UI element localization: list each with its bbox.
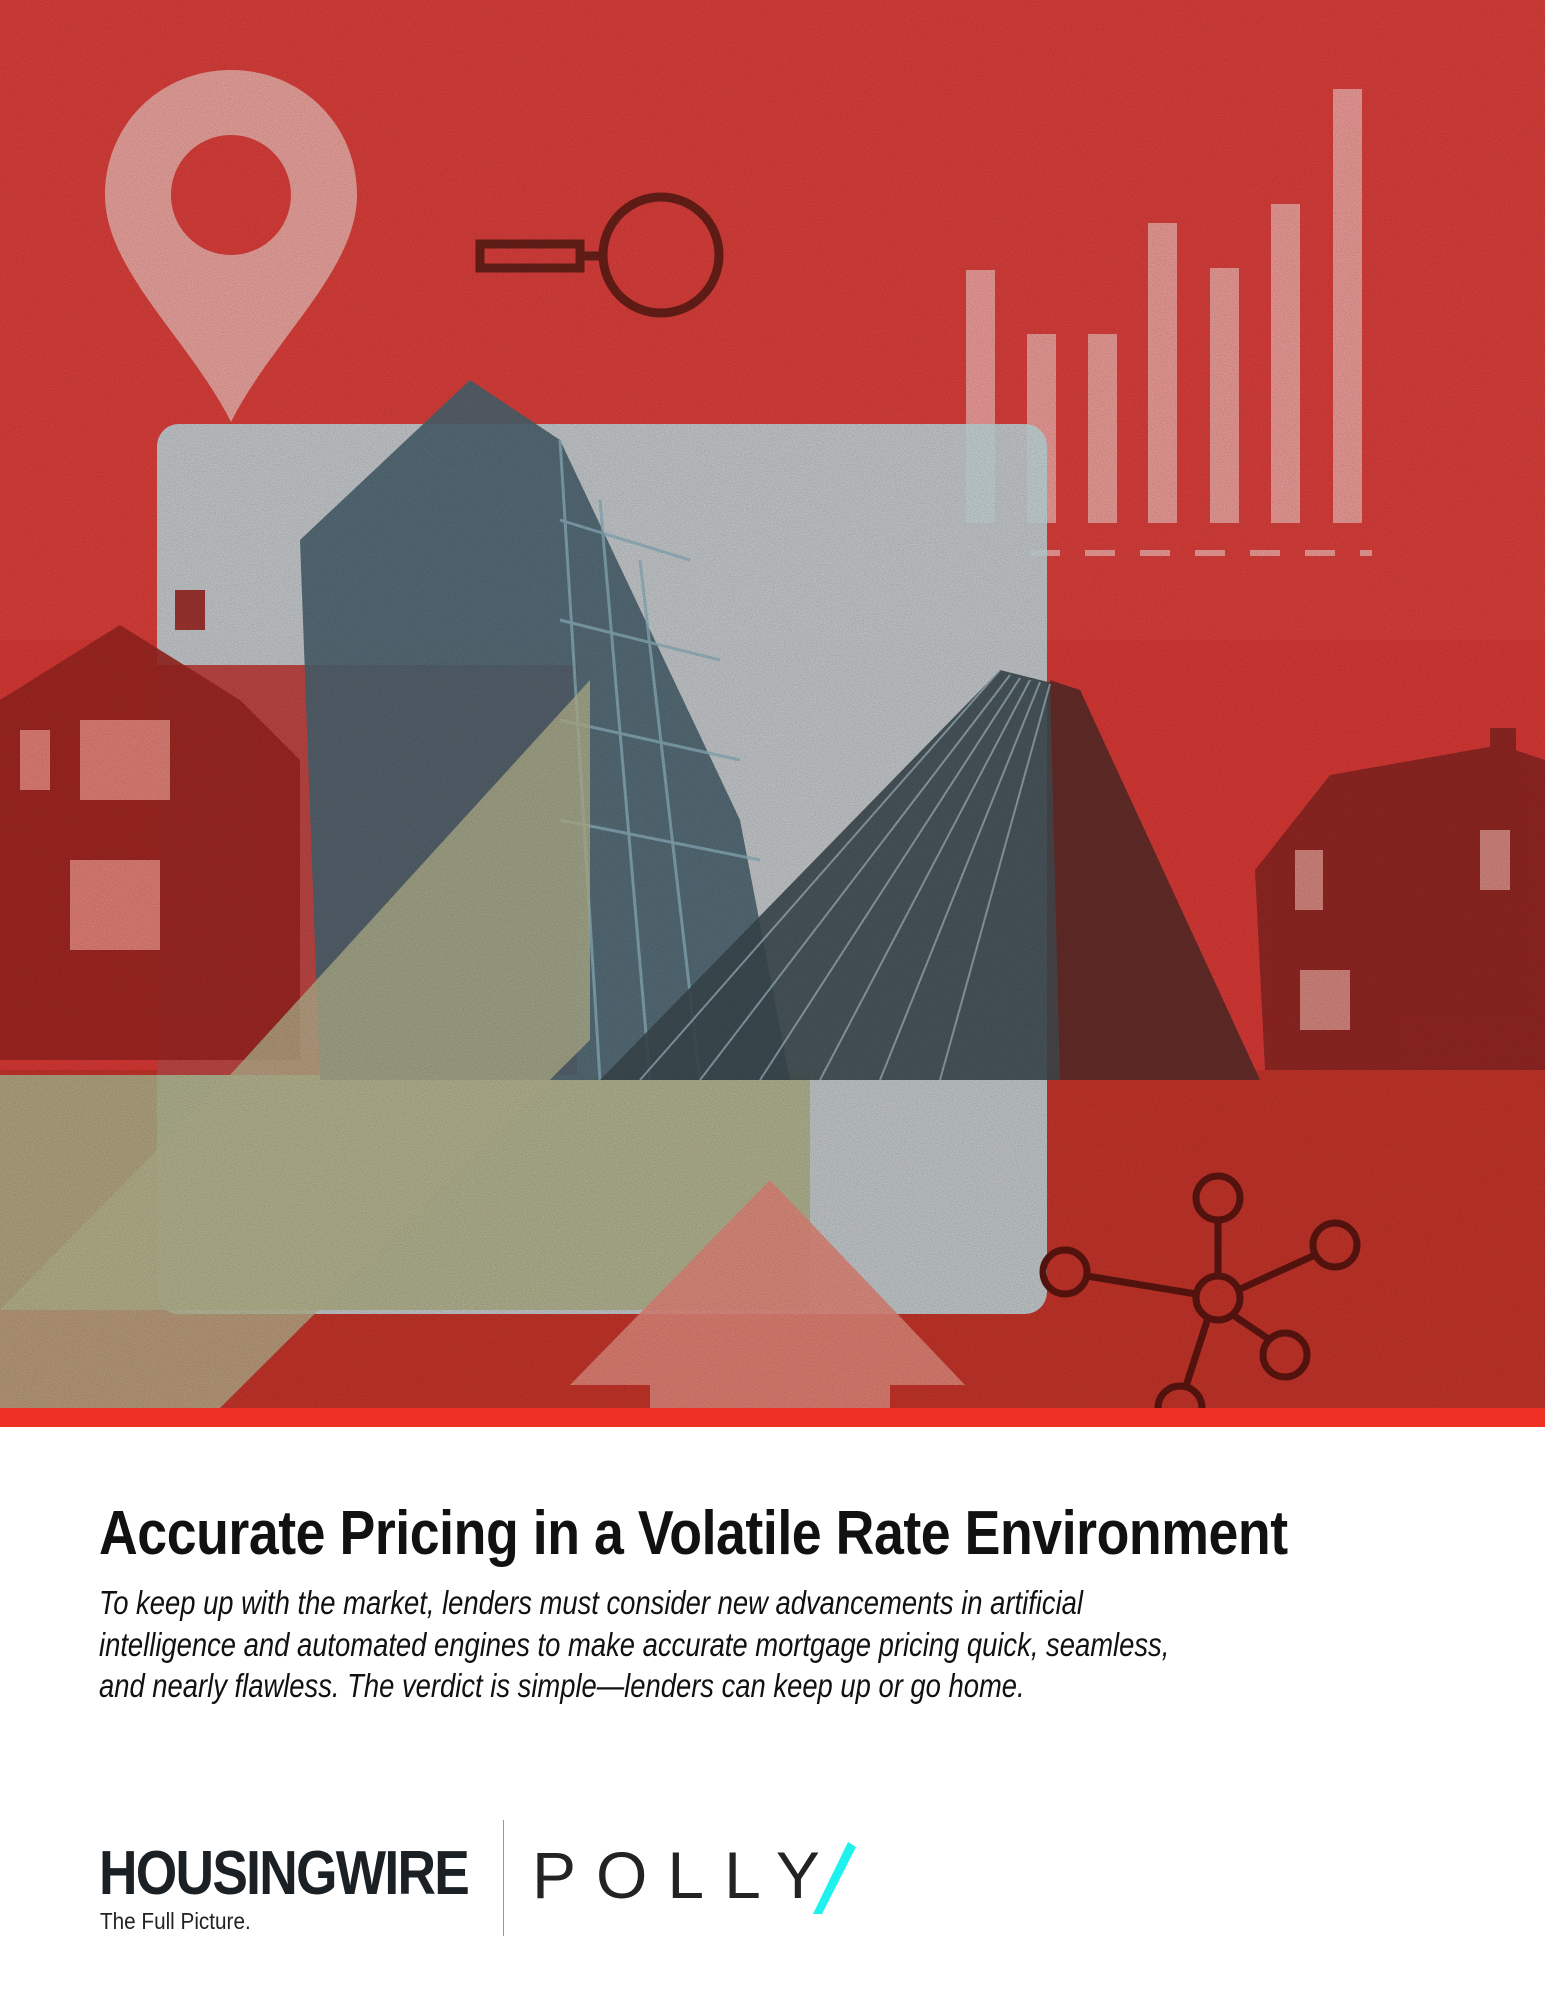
cover-illustration bbox=[0, 0, 1545, 1408]
polly-logo: POLLY bbox=[532, 1838, 840, 1912]
accent-bar bbox=[0, 1408, 1545, 1427]
subtitle-line: and nearly flawless. The verdict is simp… bbox=[99, 1667, 1025, 1704]
polly-slash-icon bbox=[813, 1842, 856, 1914]
housingwire-tagline: The Full Picture. bbox=[100, 1908, 251, 1934]
subtitle: To keep up with the market, lenders must… bbox=[99, 1582, 1169, 1707]
subtitle-line: intelligence and automated engines to ma… bbox=[99, 1625, 1170, 1663]
subtitle-line: To keep up with the market, lenders must… bbox=[99, 1584, 1084, 1621]
housingwire-logo: HOUSINGWIRE bbox=[99, 1839, 470, 1908]
page-title: Accurate Pricing in a Volatile Rate Envi… bbox=[99, 1499, 1288, 1568]
logo-divider bbox=[503, 1820, 504, 1936]
